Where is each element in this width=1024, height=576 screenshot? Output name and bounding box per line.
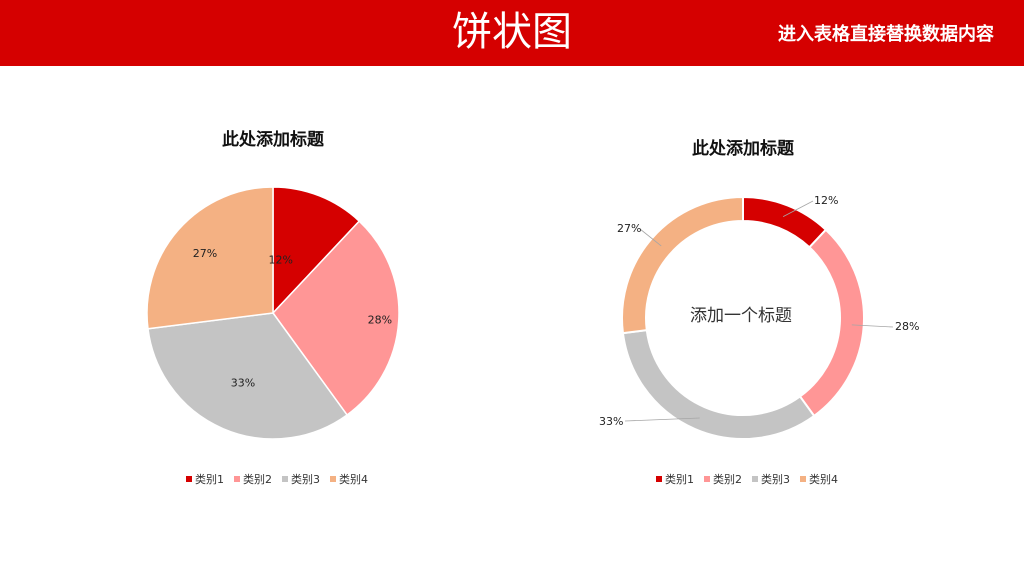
page-title: 饼状图 <box>452 9 572 55</box>
donut-data-label: 33% <box>599 415 623 428</box>
legend-swatch <box>704 476 710 482</box>
donut-center-title: 添加一个标题 <box>690 306 792 326</box>
legend-swatch <box>330 476 336 482</box>
pie-slice <box>146 186 274 330</box>
pie-data-label: 33% <box>231 376 255 389</box>
legend-swatch <box>800 476 806 482</box>
legend-swatch <box>186 476 192 482</box>
donut-data-label: 27% <box>617 222 641 235</box>
donut-data-label: 12% <box>814 194 838 207</box>
donut-slices <box>621 195 865 440</box>
pie-chart: 此处添加标题 12% 28% 33% 27% 类别1 类别2 类别3 类别4 <box>146 129 400 486</box>
legend-entry: 类别4 <box>339 472 368 486</box>
pie-chart-title: 此处添加标题 <box>222 129 325 150</box>
donut-slice <box>798 228 865 418</box>
legend-entry: 类别3 <box>761 472 790 486</box>
pie-slice <box>272 220 400 416</box>
legend-entry: 类别2 <box>243 472 272 486</box>
pie-slices <box>146 186 400 440</box>
donut-chart: 此处添加标题 12% 28% 33% 27% 添加一个标题 类别1 类别2 类别3 类别4 <box>599 138 919 486</box>
donut-slice <box>621 329 816 440</box>
legend-entry: 类别4 <box>809 472 838 486</box>
legend-entry: 类别1 <box>195 472 224 486</box>
donut-data-label: 28% <box>895 320 919 333</box>
legend-entry: 类别2 <box>713 472 742 486</box>
legend-swatch <box>656 476 662 482</box>
legend-entry: 类别3 <box>291 472 320 486</box>
donut-leader-line <box>782 200 814 218</box>
donut-leader-line <box>624 417 700 422</box>
legend-swatch <box>752 476 758 482</box>
pie-data-label: 12% <box>269 253 293 266</box>
page-subtitle: 进入表格直接替换数据内容 <box>778 24 994 45</box>
pie-data-labels: 12% 28% 33% 27% <box>193 247 392 389</box>
header-bar: 饼状图 进入表格直接替换数据内容 <box>0 0 1024 66</box>
pie-data-label: 27% <box>193 247 217 260</box>
donut-slice <box>621 195 744 335</box>
donut-leader-line <box>851 324 894 328</box>
pie-slice <box>272 186 361 315</box>
pie-data-label: 28% <box>368 314 392 327</box>
donut-data-labels: 12% 28% 33% 27% <box>599 194 919 428</box>
pie-slice <box>147 312 349 440</box>
pie-legend: 类别1 类别2 类别3 类别4 <box>186 472 368 486</box>
legend-entry: 类别1 <box>665 472 694 486</box>
legend-swatch <box>234 476 240 482</box>
donut-legend: 类别1 类别2 类别3 类别4 <box>656 472 838 486</box>
donut-leader-line <box>639 228 662 247</box>
donut-chart-title: 此处添加标题 <box>692 138 795 159</box>
legend-swatch <box>282 476 288 482</box>
